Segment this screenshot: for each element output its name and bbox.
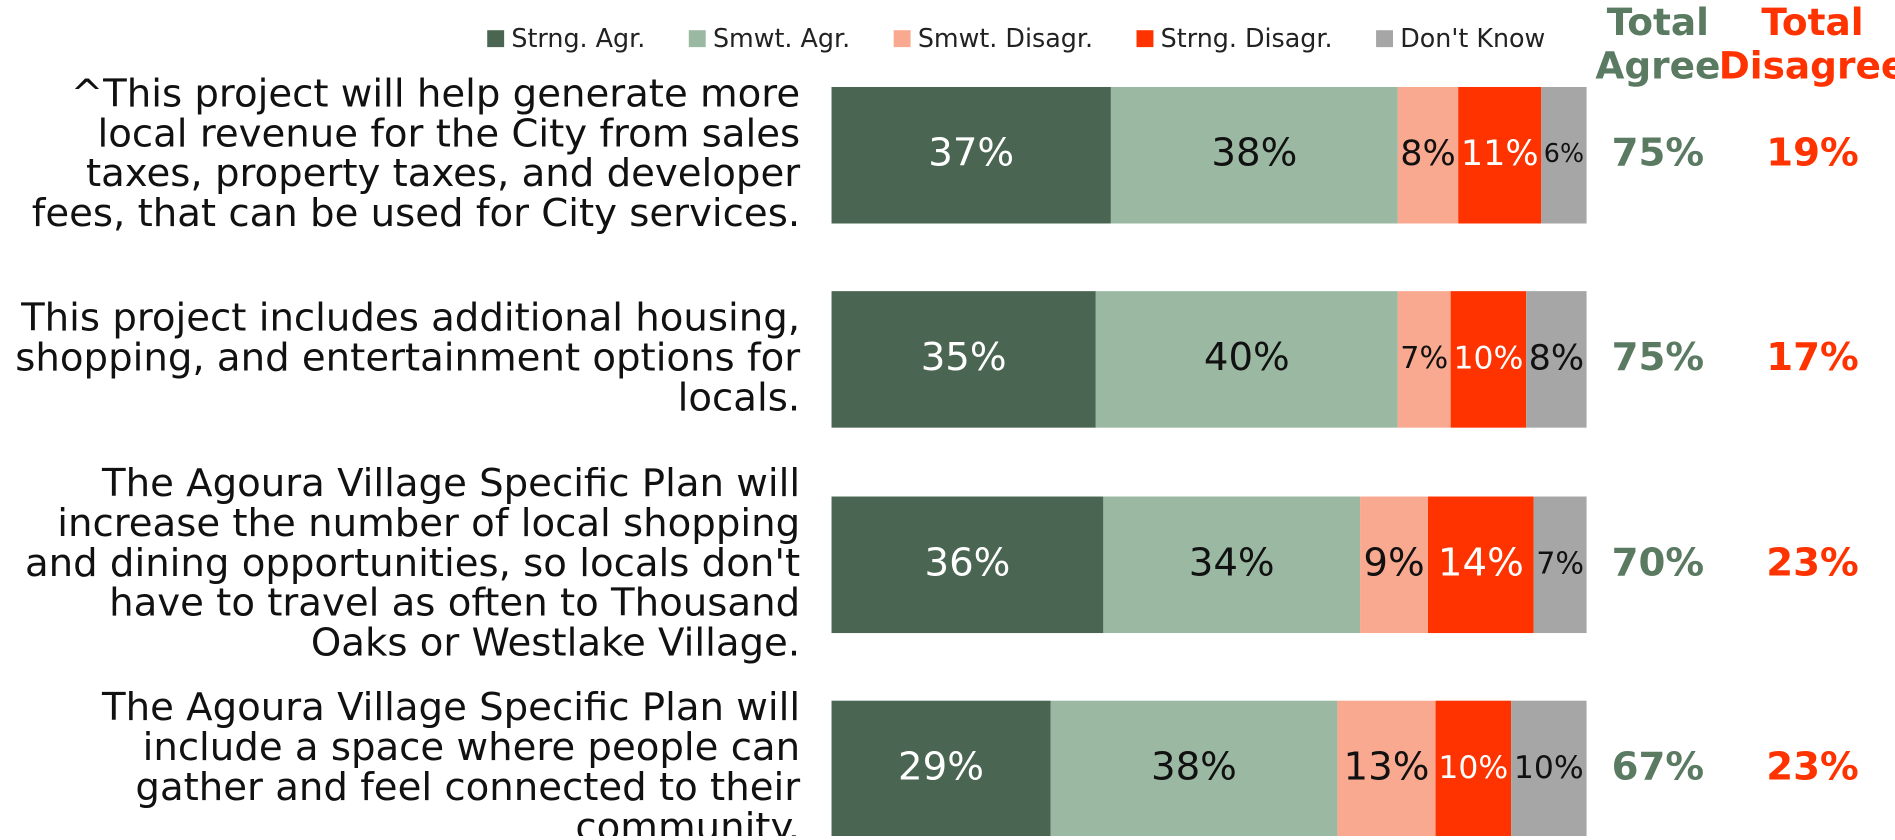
bar-value-label: 34% [1189, 540, 1275, 585]
total-value: 70% [1612, 540, 1705, 585]
legend-label: Smwt. Agr. [713, 23, 850, 53]
bar-segment [831, 86, 1111, 224]
legend-swatch [487, 30, 505, 48]
bar-segment [1541, 86, 1587, 224]
bar-value-label: 40% [1204, 335, 1290, 380]
category-label: This project includes additional housing… [15, 295, 800, 420]
legend-label: Strng. Agr. [511, 23, 645, 53]
total-header: Total Disagree [1719, 0, 1895, 87]
bar-value-label: 6% [1544, 138, 1584, 168]
total-header: Total Agree [1595, 0, 1720, 87]
legend-swatch [1376, 30, 1393, 48]
legend-label: Strng. Disagr. [1161, 23, 1333, 53]
bar-value-label: 9% [1363, 540, 1424, 585]
bar-value-label: 10% [1438, 750, 1508, 786]
bar-segment [1095, 291, 1398, 428]
bar-value-label: 36% [924, 540, 1010, 585]
category-label: The Agoura Village Specific Plan will inc… [101, 685, 800, 836]
category-label: The Agoura Village Specific Plan will inc… [25, 461, 800, 665]
bar-segment [1337, 700, 1436, 838]
bar-value-label: 38% [1211, 131, 1297, 176]
bar-value-label: 37% [928, 131, 1014, 176]
bar-value-label: 7% [1400, 341, 1448, 376]
bar-segment [1360, 496, 1429, 634]
bar-value-label: 38% [1151, 744, 1237, 789]
bar-value-label: 8% [1400, 133, 1456, 174]
bar-segment [831, 496, 1104, 634]
bar-value-label: 10% [1454, 340, 1524, 376]
bar-segment [1397, 291, 1451, 428]
total-value: 67% [1612, 744, 1705, 789]
bar-segment [1450, 291, 1527, 428]
bar-segment [1103, 496, 1361, 634]
bar-value-label: 7% [1536, 546, 1584, 581]
bar-segment [831, 700, 1051, 838]
bar-segment [1511, 700, 1587, 838]
bar-segment [1397, 86, 1459, 224]
bar-segment [1428, 496, 1534, 634]
bar-segment [1458, 86, 1542, 224]
bar-value-label: 11% [1461, 133, 1539, 174]
legend-swatch [688, 30, 706, 48]
bar-segment [831, 291, 1096, 428]
bar-segment [1533, 496, 1587, 634]
bar-segment [1435, 700, 1512, 838]
bar-value-label: 29% [898, 744, 984, 789]
bar-value-label: 8% [1529, 337, 1585, 378]
bar-segment [1050, 700, 1338, 838]
bar-segment [1526, 291, 1587, 428]
legend-swatch [1136, 30, 1154, 48]
category-label: ^This project will help generate more loc… [32, 71, 800, 236]
total-value: 75% [1612, 335, 1705, 380]
total-value: 19% [1766, 131, 1859, 176]
total-value: 23% [1766, 540, 1859, 585]
legend-label: Don't Know [1400, 23, 1545, 53]
bar-value-label: 14% [1438, 540, 1524, 585]
bar-value-label: 13% [1344, 744, 1430, 789]
legend-label: Smwt. Disagr. [918, 23, 1093, 53]
total-value: 17% [1766, 335, 1859, 380]
bar-segment [1110, 86, 1398, 224]
bar-value-label: 10% [1514, 750, 1584, 786]
total-value: 75% [1612, 131, 1705, 176]
bar-value-label: 35% [921, 335, 1007, 380]
total-value: 23% [1766, 744, 1859, 789]
legend-swatch [893, 30, 911, 48]
